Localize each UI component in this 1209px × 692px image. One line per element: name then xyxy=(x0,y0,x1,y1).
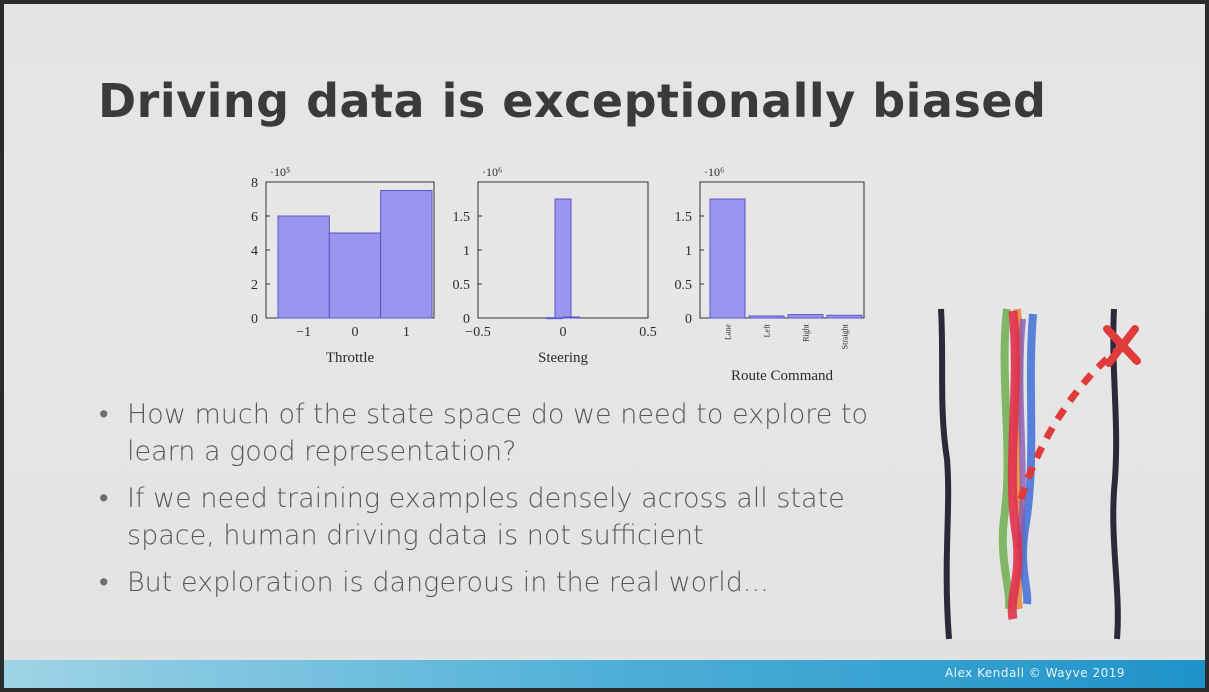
x-tick-label: 1 xyxy=(403,325,410,340)
x-tick-label: 0 xyxy=(560,325,567,340)
axis-multiplier: ·10⁶ xyxy=(704,165,724,179)
x-category-label: Lane xyxy=(724,324,733,340)
x-axis-label: Steering xyxy=(538,350,588,366)
y-tick-label: 1.5 xyxy=(675,210,693,225)
deviating-trajectory xyxy=(1017,346,1122,501)
y-tick-label: 1 xyxy=(685,244,692,259)
y-tick-label: 0 xyxy=(463,312,470,327)
bullet-item: But exploration is dangerous in the real… xyxy=(99,564,919,601)
histogram-bar xyxy=(787,314,824,319)
x-category-label: Straight xyxy=(841,323,850,349)
y-tick-label: 1 xyxy=(463,244,470,259)
slide-title: Driving data is exceptionally biased xyxy=(98,74,1047,128)
histogram-bar xyxy=(709,198,746,319)
slide: Driving data is exceptionally biased ·10… xyxy=(4,4,1205,688)
y-tick-label: 8 xyxy=(251,176,258,191)
bullet-list: How much of the state space do we need t… xyxy=(99,396,919,611)
histogram-bar xyxy=(748,315,785,319)
x-category-label: Right xyxy=(802,323,811,342)
axis-multiplier: ·10⁵ xyxy=(270,165,290,179)
y-tick-label: 1.5 xyxy=(453,210,471,225)
y-tick-label: 0.5 xyxy=(453,278,471,293)
crash-x-icon xyxy=(1103,325,1141,367)
x-category-label: Left xyxy=(763,323,772,337)
trajectory-blue xyxy=(1019,313,1037,605)
y-tick-label: 6 xyxy=(251,210,258,225)
y-tick-label: 4 xyxy=(251,244,258,259)
bullet-item: How much of the state space do we need t… xyxy=(99,396,919,470)
x-axis-label: Route Command xyxy=(731,368,834,384)
footer-credit: Alex Kendall © Wayve 2019 xyxy=(944,666,1125,680)
axis-multiplier: ·10⁶ xyxy=(482,165,502,179)
histogram-bar xyxy=(563,316,580,319)
histogram-bar xyxy=(554,198,572,319)
y-tick-label: 0 xyxy=(685,312,692,327)
trajectory-purple xyxy=(1016,318,1026,550)
x-tick-label: −1 xyxy=(296,325,311,340)
histogram-bar xyxy=(826,314,863,319)
x-axis-label: Throttle xyxy=(326,350,375,366)
x-tick-label: −0.5 xyxy=(465,325,490,340)
trajectory-green xyxy=(998,308,1014,610)
y-tick-label: 0 xyxy=(251,312,258,327)
x-tick-label: 0.5 xyxy=(639,325,657,340)
y-tick-label: 2 xyxy=(251,278,258,293)
road-trajectory-illustration xyxy=(938,308,1141,640)
x-tick-label: 0 xyxy=(352,325,359,340)
road-edge-left xyxy=(938,308,952,640)
bullet-item: If we need training examples densely acr… xyxy=(99,480,919,554)
histogram-bar xyxy=(277,215,330,319)
footer-bar: Alex Kendall © Wayve 2019 xyxy=(4,660,1205,688)
trajectory-red xyxy=(1007,310,1023,620)
y-tick-label: 0.5 xyxy=(675,278,693,293)
histogram-bar xyxy=(328,232,382,319)
histogram-bar xyxy=(380,190,433,319)
